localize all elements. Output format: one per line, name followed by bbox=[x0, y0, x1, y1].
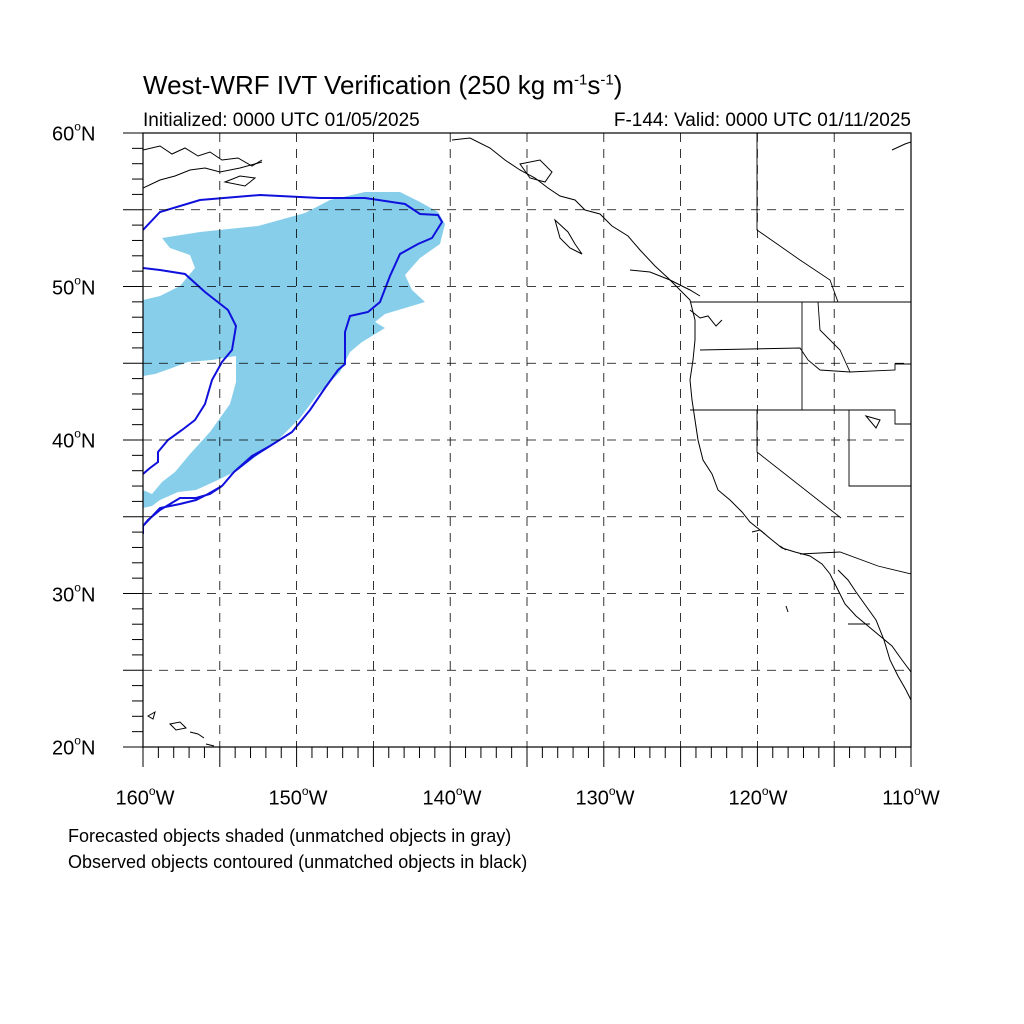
caption-forecast: Forecasted objects shaded (unmatched obj… bbox=[68, 826, 512, 846]
observed-object-contour bbox=[143, 193, 444, 534]
lon-label-110w: 110oW bbox=[882, 784, 940, 810]
chart-title: West-WRF IVT Verification (250 kg m-1s-1… bbox=[143, 70, 623, 100]
lon-label-140w: 140oW bbox=[422, 784, 482, 810]
forecast-object-shaded bbox=[143, 192, 445, 508]
lat-label-60n: 60oN bbox=[52, 119, 96, 146]
lon-label-160w: 160oW bbox=[115, 784, 175, 810]
lon-label-120w: 120oW bbox=[728, 784, 788, 810]
lon-label-150w: 150oW bbox=[268, 784, 328, 810]
gridlines bbox=[143, 133, 911, 747]
axis-ticks bbox=[123, 132, 912, 767]
valid-time-label: F-144: Valid: 0000 UTC 01/11/2025 bbox=[613, 110, 911, 131]
lat-label-40n: 40oN bbox=[52, 426, 96, 453]
state-boundaries bbox=[690, 133, 911, 625]
lon-label-130w: 130oW bbox=[575, 784, 635, 810]
init-time-label: Initialized: 0000 UTC 01/05/2025 bbox=[143, 110, 420, 131]
observed-object-contour-inner bbox=[143, 267, 238, 475]
caption-observed: Observed objects contoured (unmatched ob… bbox=[68, 852, 528, 872]
lat-label-50n: 50oN bbox=[52, 273, 96, 300]
lat-label-20n: 20oN bbox=[52, 733, 96, 760]
lat-label-30n: 30oN bbox=[52, 580, 96, 607]
